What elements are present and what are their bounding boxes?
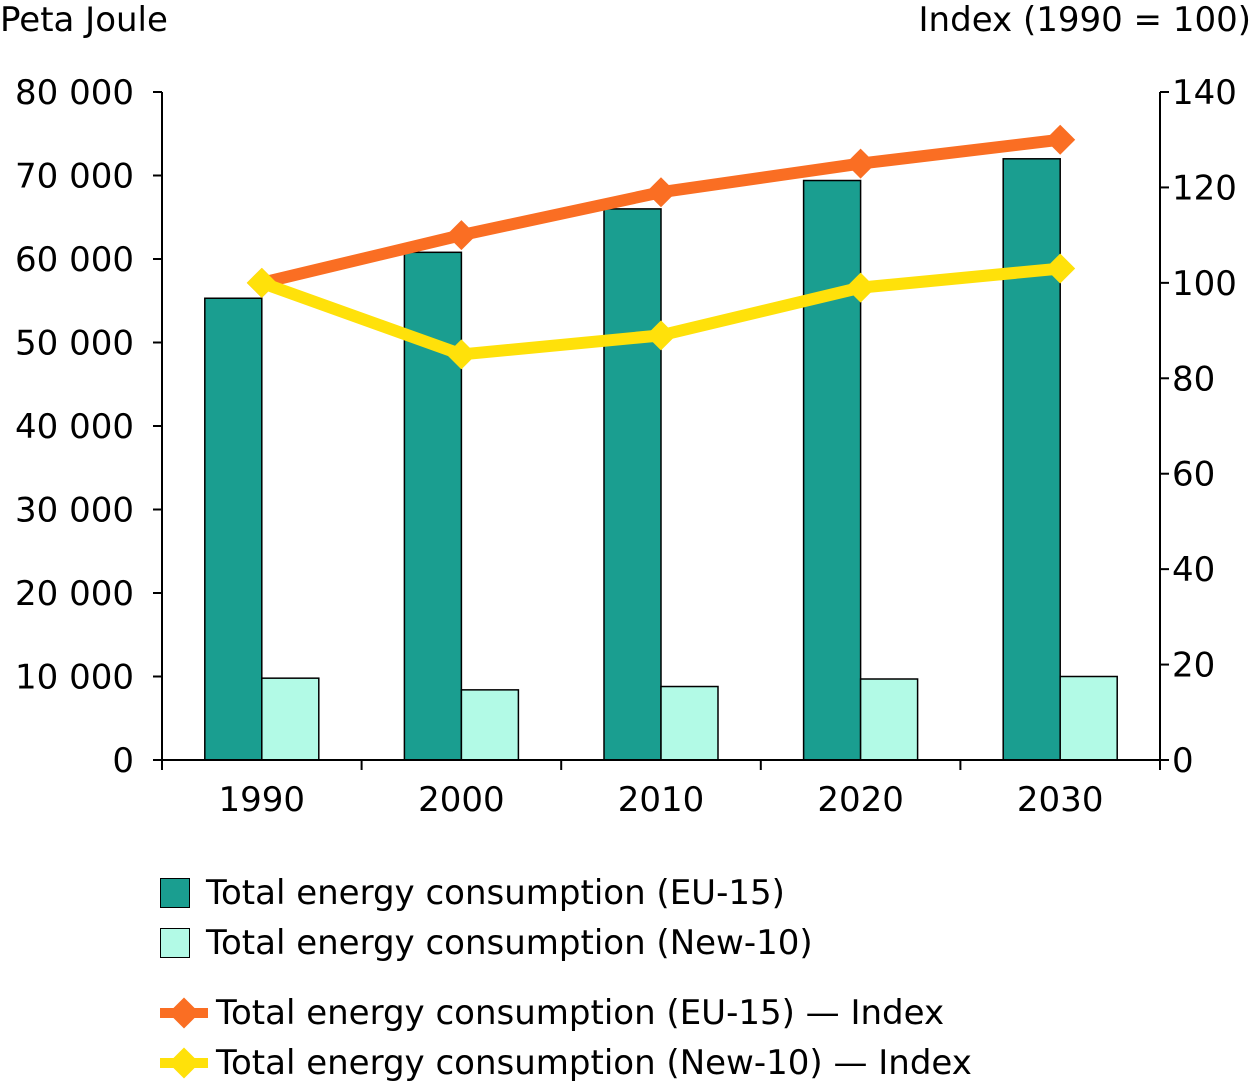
x-axis-tick-label: 2030 (1017, 780, 1104, 820)
lines-layer (246, 124, 1076, 370)
right-axis-tick-label: 40 (1172, 550, 1215, 590)
bar-eu15-2030 (1002, 158, 1061, 761)
legend-item-new10-index: Total energy consumption (New-10) — Inde… (160, 1038, 972, 1088)
marker-eu15-index-2000 (446, 220, 477, 251)
right-axis-tick-label: 80 (1172, 359, 1215, 399)
right-axis-tick-label: 100 (1172, 264, 1237, 304)
left-axis-tick-label: 50 000 (15, 324, 134, 364)
right-axis-tick-label: 120 (1172, 168, 1237, 208)
legend-label-eu15: Total energy consumption (EU-15) (206, 873, 785, 913)
left-axis-title: Peta Joule (0, 0, 168, 40)
right-axis-tick-label: 140 (1172, 73, 1237, 113)
x-axis-tick-label: 2020 (817, 780, 904, 820)
legend-item-eu15-bars: Total energy consumption (EU-15) (160, 868, 813, 918)
x-axis-tick-label: 2000 (418, 780, 505, 820)
legend-label-new10: Total energy consumption (New-10) (206, 923, 813, 963)
bar-eu15-1990 (204, 297, 263, 761)
bar-new10-2030 (1059, 675, 1118, 761)
right-axis-tick-label: 0 (1172, 741, 1194, 781)
legend-item-eu15-index: Total energy consumption (EU-15) — Index (160, 988, 972, 1038)
marker-new10-index-2020 (845, 272, 876, 303)
marker-new10-index-2000 (446, 339, 477, 370)
left-axis-tick-label: 40 000 (15, 407, 134, 447)
marker-new10-index-1990 (246, 267, 277, 298)
axes-layer: 0 10 000 20 000 30 000 40 000 50 000 60 000 70 … (15, 73, 1237, 820)
bar-new10-2000 (460, 689, 520, 761)
chart-canvas: 0 10 000 20 000 30 000 40 000 50 000 60 000 70 … (15, 73, 1237, 820)
left-axis-tick-label: 60 000 (15, 240, 134, 280)
x-axis-tick-label: 2010 (618, 780, 705, 820)
bars-layer (204, 158, 1118, 761)
bar-new10-2020 (859, 678, 919, 761)
right-axis-tick-label: 60 (1172, 455, 1215, 495)
legend-lines: Total energy consumption (EU-15) — Index… (160, 988, 972, 1088)
bar-eu15-2020 (802, 179, 862, 761)
right-axis-title: Index (1990 = 100) (918, 0, 1251, 40)
marker-new10-index-2030 (1045, 253, 1076, 284)
right-axis-tick-label: 20 (1172, 646, 1215, 686)
legend-label-new10-index: Total energy consumption (New-10) — Inde… (216, 1043, 972, 1083)
bar-new10-2010 (660, 685, 719, 761)
marker-new10-index-2010 (646, 320, 676, 351)
legend-label-eu15-index: Total energy consumption (EU-15) — Index (216, 993, 945, 1033)
marker-eu15-index-2030 (1045, 124, 1076, 155)
left-axis-tick-label: 30 000 (15, 491, 134, 531)
left-axis-tick-label: 70 000 (15, 157, 134, 197)
legend-bars: Total energy consumption (EU-15) Total e… (160, 868, 813, 968)
bar-eu15-2000 (403, 251, 463, 761)
bar-eu15-2010 (603, 208, 662, 761)
x-axis-tick-label: 1990 (219, 780, 306, 820)
legend-swatch-eu15 (160, 878, 190, 908)
left-axis-tick-label: 80 000 (15, 73, 134, 113)
left-axis-tick-label: 0 (112, 741, 134, 781)
marker-eu15-index-2020 (845, 148, 876, 179)
left-axis-tick-label: 10 000 (15, 658, 134, 698)
legend-swatch-eu15-index (160, 997, 208, 1029)
marker-eu15-index-2010 (646, 177, 676, 208)
legend-swatch-new10-index (160, 1047, 208, 1079)
bar-new10-1990 (261, 677, 320, 761)
left-axis-tick-label: 20 000 (15, 574, 134, 614)
legend-item-new10-bars: Total energy consumption (New-10) (160, 918, 813, 968)
legend-swatch-new10 (160, 928, 190, 958)
